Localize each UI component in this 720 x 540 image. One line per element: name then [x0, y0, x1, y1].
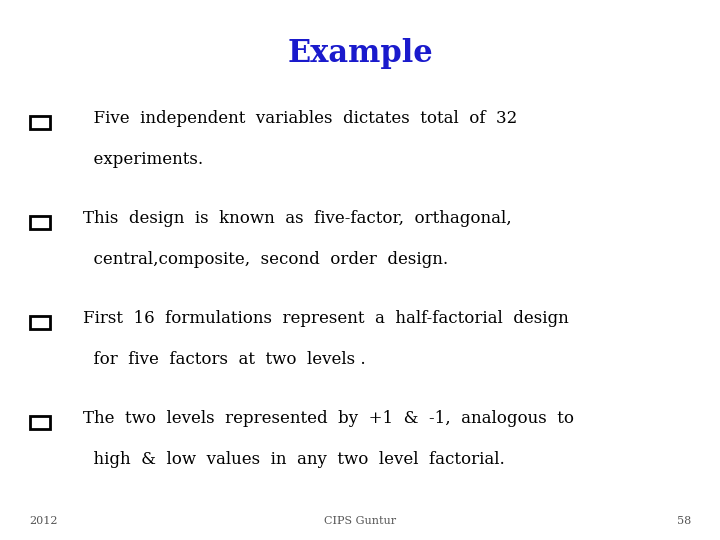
Text: experiments.: experiments. [83, 151, 203, 168]
Bar [30, 316, 50, 329]
Text: First  16  formulations  represent  a  half-factorial  design: First 16 formulations represent a half-f… [83, 310, 569, 327]
Text: This  design  is  known  as  five-factor,  orthagonal,: This design is known as five-factor, ort… [83, 210, 511, 227]
Text: Five  independent  variables  dictates  total  of  32: Five independent variables dictates tota… [83, 110, 517, 127]
Text: for  five  factors  at  two  levels .: for five factors at two levels . [83, 350, 366, 368]
Text: Example: Example [287, 38, 433, 69]
Text: central,composite,  second  order  design.: central,composite, second order design. [83, 251, 448, 268]
Bar [30, 116, 50, 129]
Text: The  two  levels  represented  by  +1  &  -1,  analogous  to: The two levels represented by +1 & -1, a… [83, 410, 574, 427]
Bar [30, 416, 50, 429]
Text: high  &  low  values  in  any  two  level  factorial.: high & low values in any two level facto… [83, 450, 505, 468]
Text: 58: 58 [677, 516, 691, 526]
Text: CIPS Guntur: CIPS Guntur [324, 516, 396, 526]
Bar [30, 216, 50, 229]
Text: 2012: 2012 [29, 516, 58, 526]
